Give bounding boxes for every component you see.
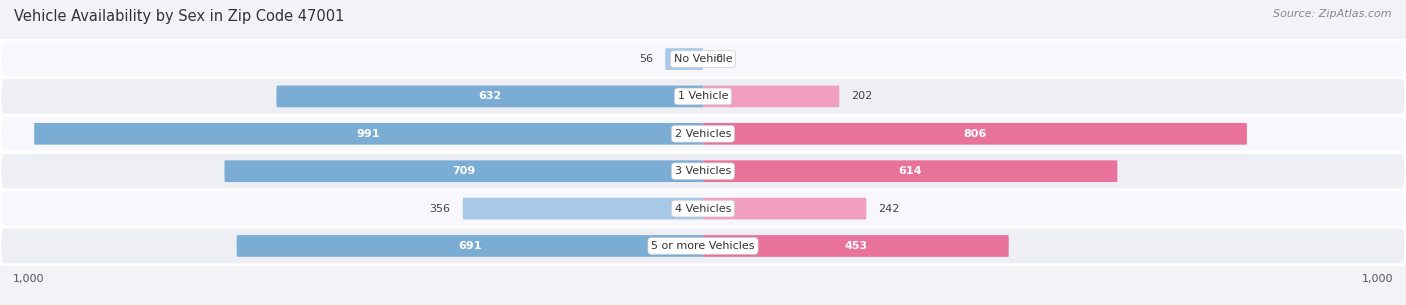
FancyBboxPatch shape (703, 123, 1247, 145)
FancyBboxPatch shape (703, 86, 839, 107)
Text: 0: 0 (716, 54, 723, 64)
FancyBboxPatch shape (703, 160, 1118, 182)
Text: 5 or more Vehicles: 5 or more Vehicles (651, 241, 755, 251)
Text: 356: 356 (430, 203, 450, 213)
Text: 632: 632 (478, 92, 502, 102)
Text: 202: 202 (852, 92, 873, 102)
Text: 1 Vehicle: 1 Vehicle (678, 92, 728, 102)
Text: No Vehicle: No Vehicle (673, 54, 733, 64)
FancyBboxPatch shape (34, 123, 703, 145)
FancyBboxPatch shape (463, 198, 703, 219)
Text: 3 Vehicles: 3 Vehicles (675, 166, 731, 176)
FancyBboxPatch shape (277, 86, 703, 107)
Text: 242: 242 (879, 203, 900, 213)
Text: 4 Vehicles: 4 Vehicles (675, 203, 731, 213)
Text: Vehicle Availability by Sex in Zip Code 47001: Vehicle Availability by Sex in Zip Code … (14, 9, 344, 24)
Text: 806: 806 (963, 129, 987, 139)
Text: 614: 614 (898, 166, 922, 176)
Text: Source: ZipAtlas.com: Source: ZipAtlas.com (1274, 9, 1392, 19)
Text: 991: 991 (357, 129, 381, 139)
FancyBboxPatch shape (236, 235, 703, 257)
Text: 691: 691 (458, 241, 482, 251)
FancyBboxPatch shape (703, 198, 866, 219)
FancyBboxPatch shape (665, 48, 703, 70)
Text: 2 Vehicles: 2 Vehicles (675, 129, 731, 139)
FancyBboxPatch shape (703, 235, 1008, 257)
Text: 56: 56 (640, 54, 652, 64)
Text: 453: 453 (844, 241, 868, 251)
FancyBboxPatch shape (225, 160, 703, 182)
Text: 709: 709 (453, 166, 475, 176)
